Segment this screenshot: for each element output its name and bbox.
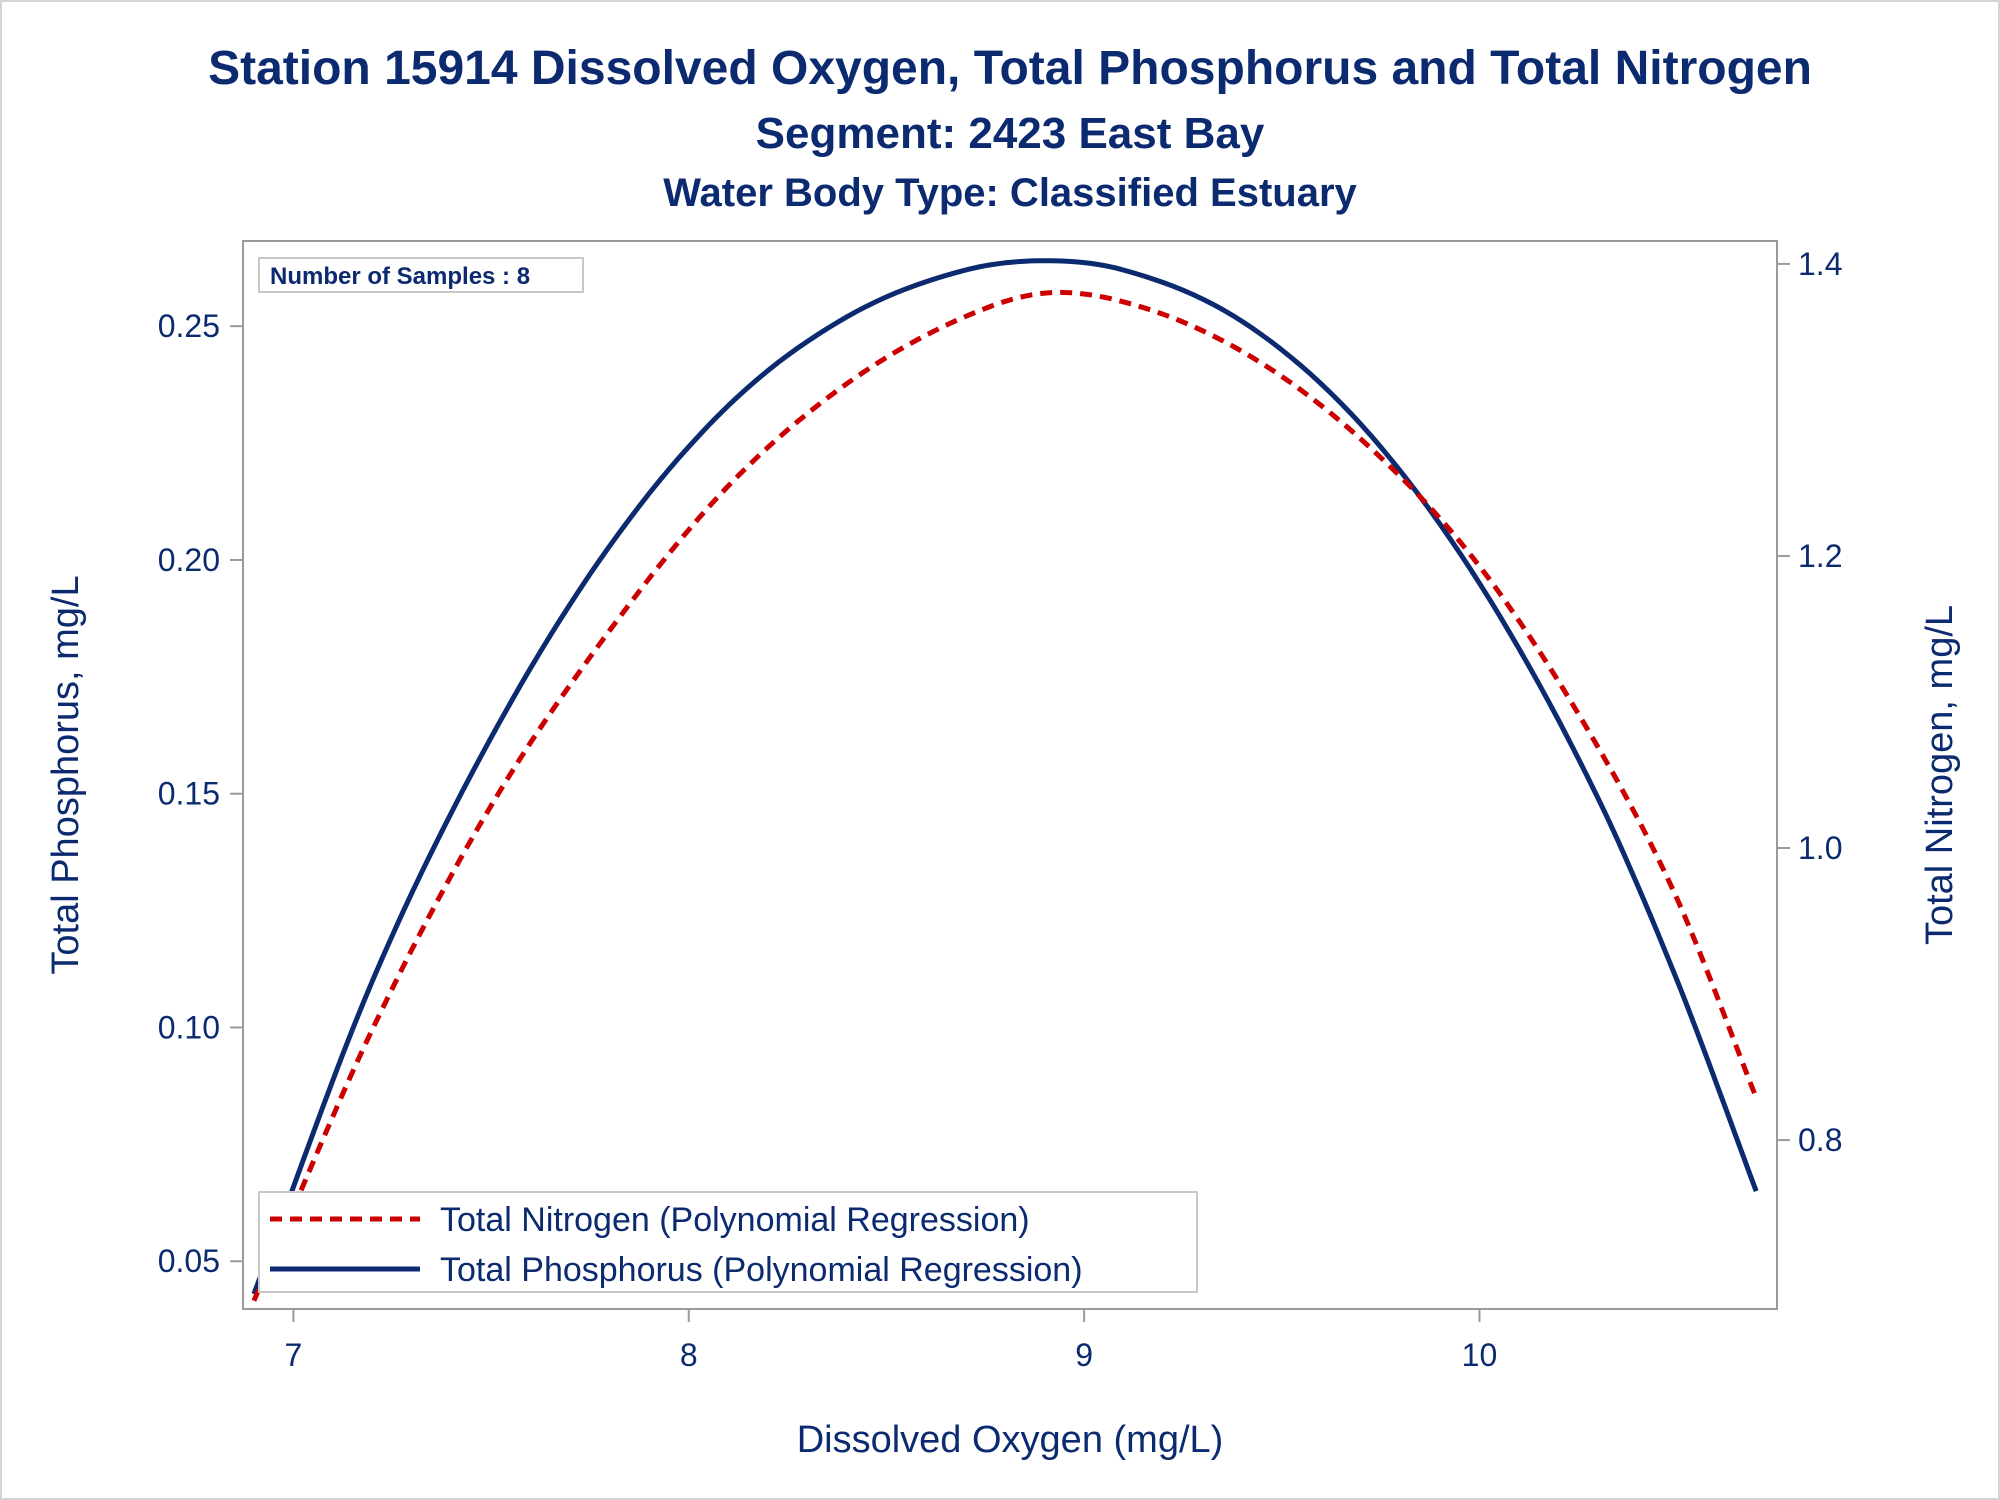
series-lines	[251, 258, 1759, 1302]
legend: Total Nitrogen (Polynomial Regression) T…	[258, 1191, 1198, 1293]
x-axis-title: Dissolved Oxygen (mg/L)	[797, 1419, 1224, 1461]
y-tick-label-left: 0.10	[158, 1009, 220, 1045]
sample-count-label: Number of Samples : 8	[270, 263, 530, 290]
x-tick-label: 8	[680, 1337, 698, 1373]
x-tick-label: 9	[1075, 1337, 1093, 1373]
y-tick-label-left: 0.25	[158, 308, 220, 344]
series-line-phosphorus	[251, 258, 1759, 1295]
legend-label-phosphorus: Total Phosphorus (Polynomial Regression)	[440, 1251, 1083, 1289]
legend-box	[258, 1191, 1198, 1293]
plot-area	[242, 240, 1778, 1310]
x-tick-label: 10	[1462, 1337, 1498, 1373]
y-tick-label-left: 0.20	[158, 542, 220, 578]
y-tick-label-right: 1.2	[1798, 538, 1842, 574]
y-tick-label-left: 0.15	[158, 776, 220, 812]
chart-subtitle-2: Water Body Type: Classified Estuary	[663, 171, 1357, 215]
sample-count-box	[258, 257, 584, 293]
y-tick-label-right: 1.4	[1798, 246, 1842, 282]
x-tick-label: 7	[285, 1337, 303, 1373]
y-tick-label-left: 0.05	[158, 1243, 220, 1279]
legend-label-nitrogen: Total Nitrogen (Polynomial Regression)	[440, 1201, 1030, 1239]
chart-title: Station 15914 Dissolved Oxygen, Total Ph…	[208, 42, 1812, 95]
y-tick-label-right: 1.0	[1798, 830, 1842, 866]
axis-ticks: 7 8 9 10 0.05 0.10 0.15 0.20 0.25 0.8 1.0 1.2 1.4	[158, 246, 1843, 1373]
chart-subtitle: Segment: 2423 East Bay	[756, 109, 1265, 158]
series-line-nitrogen	[251, 289, 1759, 1302]
y-axis-title-right: Total Nitrogen, mg/L	[1919, 605, 1961, 945]
y-tick-label-right: 0.8	[1798, 1122, 1842, 1158]
y-axis-title-left: Total Phosphorus, mg/L	[45, 575, 87, 974]
